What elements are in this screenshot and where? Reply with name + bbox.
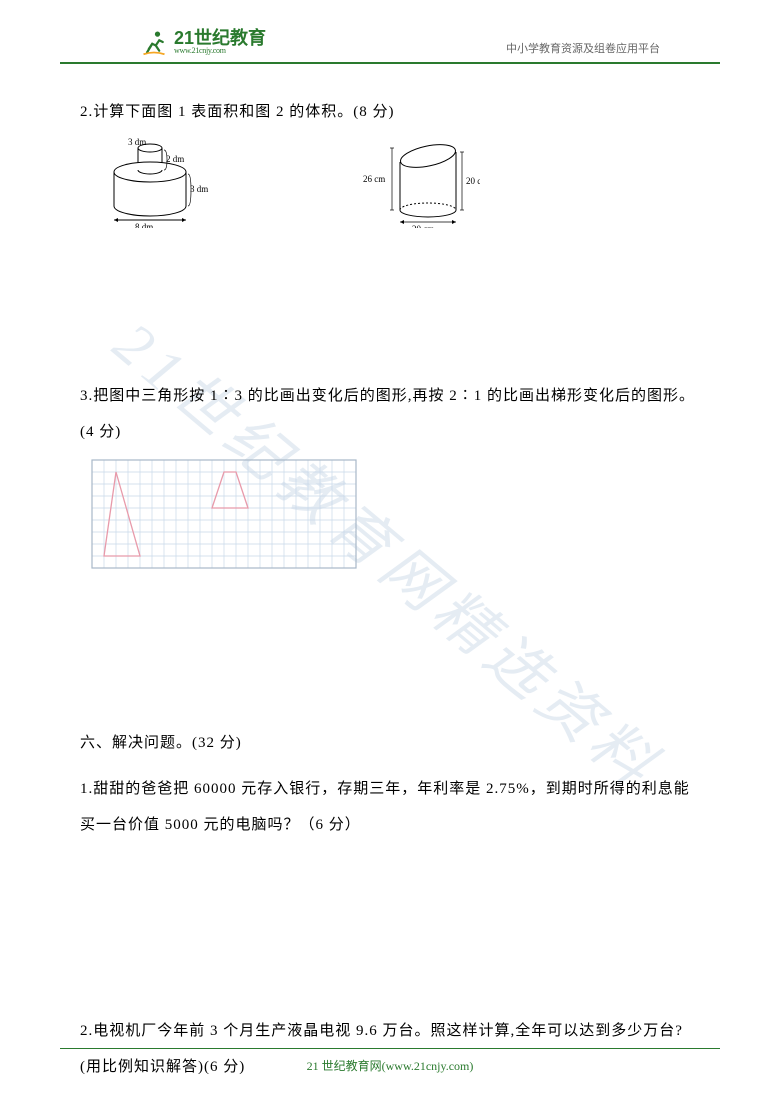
- fig1-bot-dia-label: 8 dm: [135, 222, 153, 228]
- fig1-top-h-label: 2 dm: [166, 154, 184, 164]
- question-6-1: 1.甜甜的爸爸把 60000 元存入银行，存期三年，年利率是 2.75%，到期时…: [80, 771, 700, 843]
- fig2-dia-label: 20 cm: [412, 224, 434, 228]
- logo: 21世纪教育 www.21cnjy.com: [140, 28, 266, 56]
- fig2-left-h-label: 26 cm: [363, 174, 385, 184]
- figures-row: 3 dm 2 dm 3 dm 8 dm 26 cm 20 cm: [90, 138, 700, 228]
- question-3: 3.把图中三角形按 1∶3 的比画出变化后的图形,再按 2∶1 的比画出梯形变化…: [80, 378, 700, 450]
- figure-2-oblique-cylinder: 26 cm 20 cm 20 cm: [360, 138, 480, 228]
- figure-1-stacked-cylinders: 3 dm 2 dm 3 dm 8 dm: [90, 138, 220, 228]
- logo-main-text: 21世纪教育: [174, 29, 266, 47]
- fig1-bot-h-label: 3 dm: [190, 184, 208, 194]
- page-header: 21世纪教育 www.21cnjy.com 中小学教育资源及组卷应用平台: [60, 0, 720, 64]
- fig1-top-dia-label: 3 dm: [128, 138, 146, 147]
- logo-runner-icon: [140, 28, 168, 56]
- logo-text: 21世纪教育 www.21cnjy.com: [174, 29, 266, 55]
- question-2: 2.计算下面图 1 表面积和图 2 的体积。(8 分): [80, 94, 700, 130]
- question-6-2: 2.电视机厂今年前 3 个月生产液晶电视 9.6 万台。照这样计算,全年可以达到…: [80, 1013, 700, 1085]
- figure-3-grid: [90, 458, 358, 570]
- fig2-right-h-label: 20 cm: [466, 176, 480, 186]
- header-right-text: 中小学教育资源及组卷应用平台: [506, 40, 660, 56]
- content-area: 2.计算下面图 1 表面积和图 2 的体积。(8 分) 3 dm 2 dm 3 …: [0, 64, 780, 1085]
- section-6-title: 六、解决问题。(32 分): [80, 725, 700, 761]
- logo-sub-text: www.21cnjy.com: [174, 47, 266, 55]
